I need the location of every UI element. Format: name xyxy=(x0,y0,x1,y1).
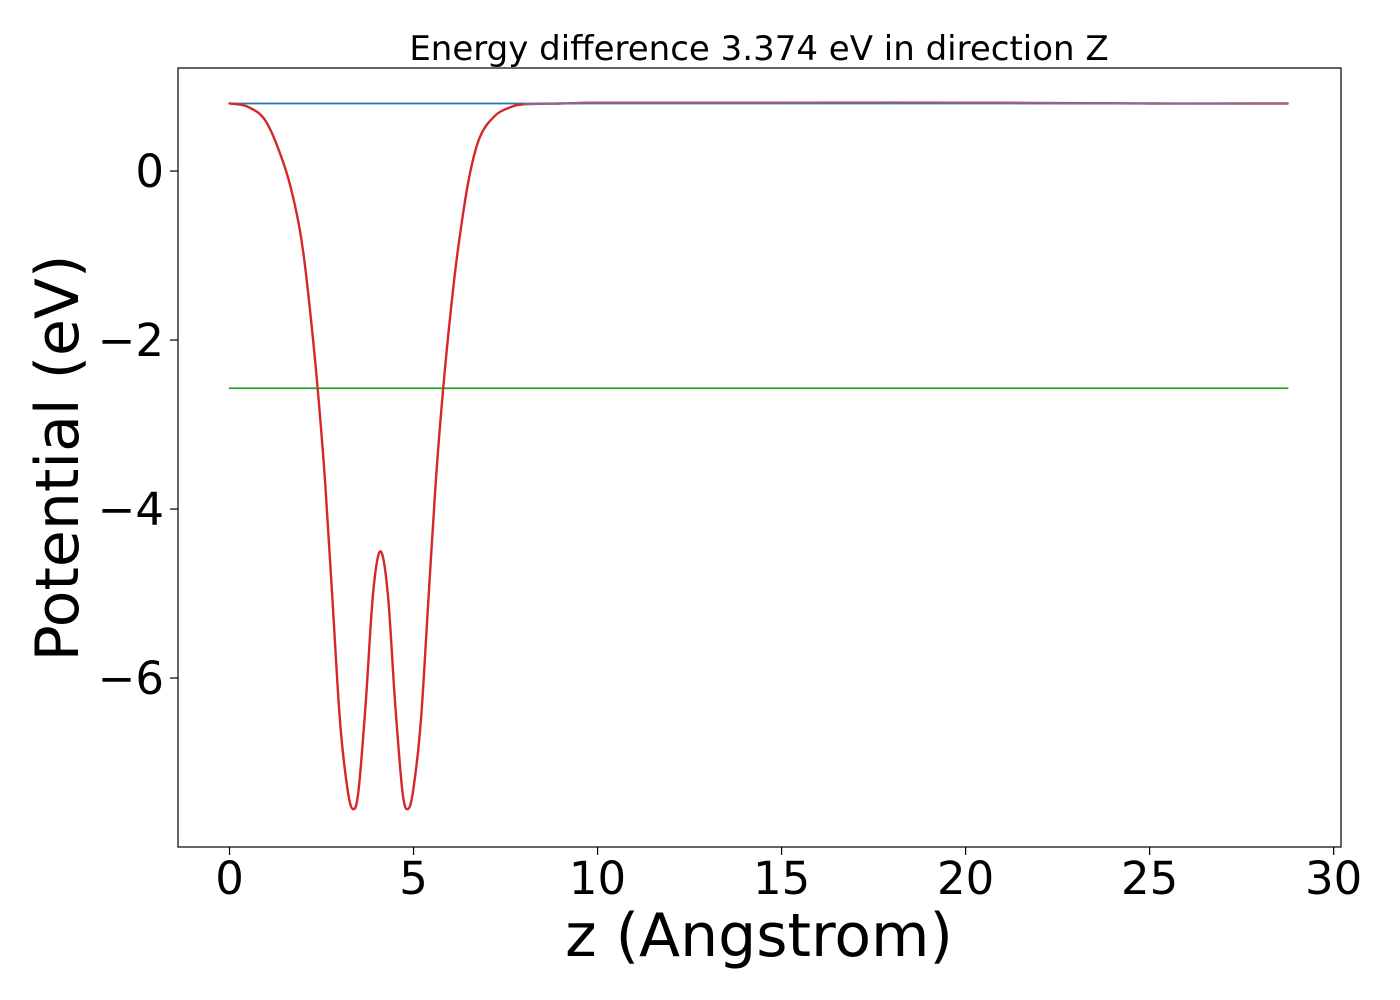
y-tick-label: −6 xyxy=(98,652,164,705)
y-axis-label: Potential (eV) xyxy=(23,255,93,662)
x-tick-label: 15 xyxy=(753,852,810,905)
x-tick-label: 10 xyxy=(569,852,626,905)
x-tick-label: 5 xyxy=(399,852,428,905)
y-tick-label: −4 xyxy=(98,483,164,536)
x-axis: 0 5 10 15 20 25 30 xyxy=(215,847,1362,905)
series-layer xyxy=(228,101,1289,811)
x-tick-label: 25 xyxy=(1121,852,1178,905)
series-line-4 xyxy=(523,101,1289,106)
y-tick-label: −2 xyxy=(98,314,164,367)
plot-frame xyxy=(177,67,1342,848)
x-axis-label: z (Angstrom) xyxy=(565,901,953,971)
chart-title: Energy difference 3.374 eV in direction … xyxy=(409,29,1108,69)
x-tick-label: 30 xyxy=(1305,852,1362,905)
y-tick-label: 0 xyxy=(135,145,164,198)
y-axis: 0 −2 −4 −6 xyxy=(98,145,178,705)
x-tick-label: 20 xyxy=(937,852,994,905)
x-tick-label: 0 xyxy=(215,852,244,905)
